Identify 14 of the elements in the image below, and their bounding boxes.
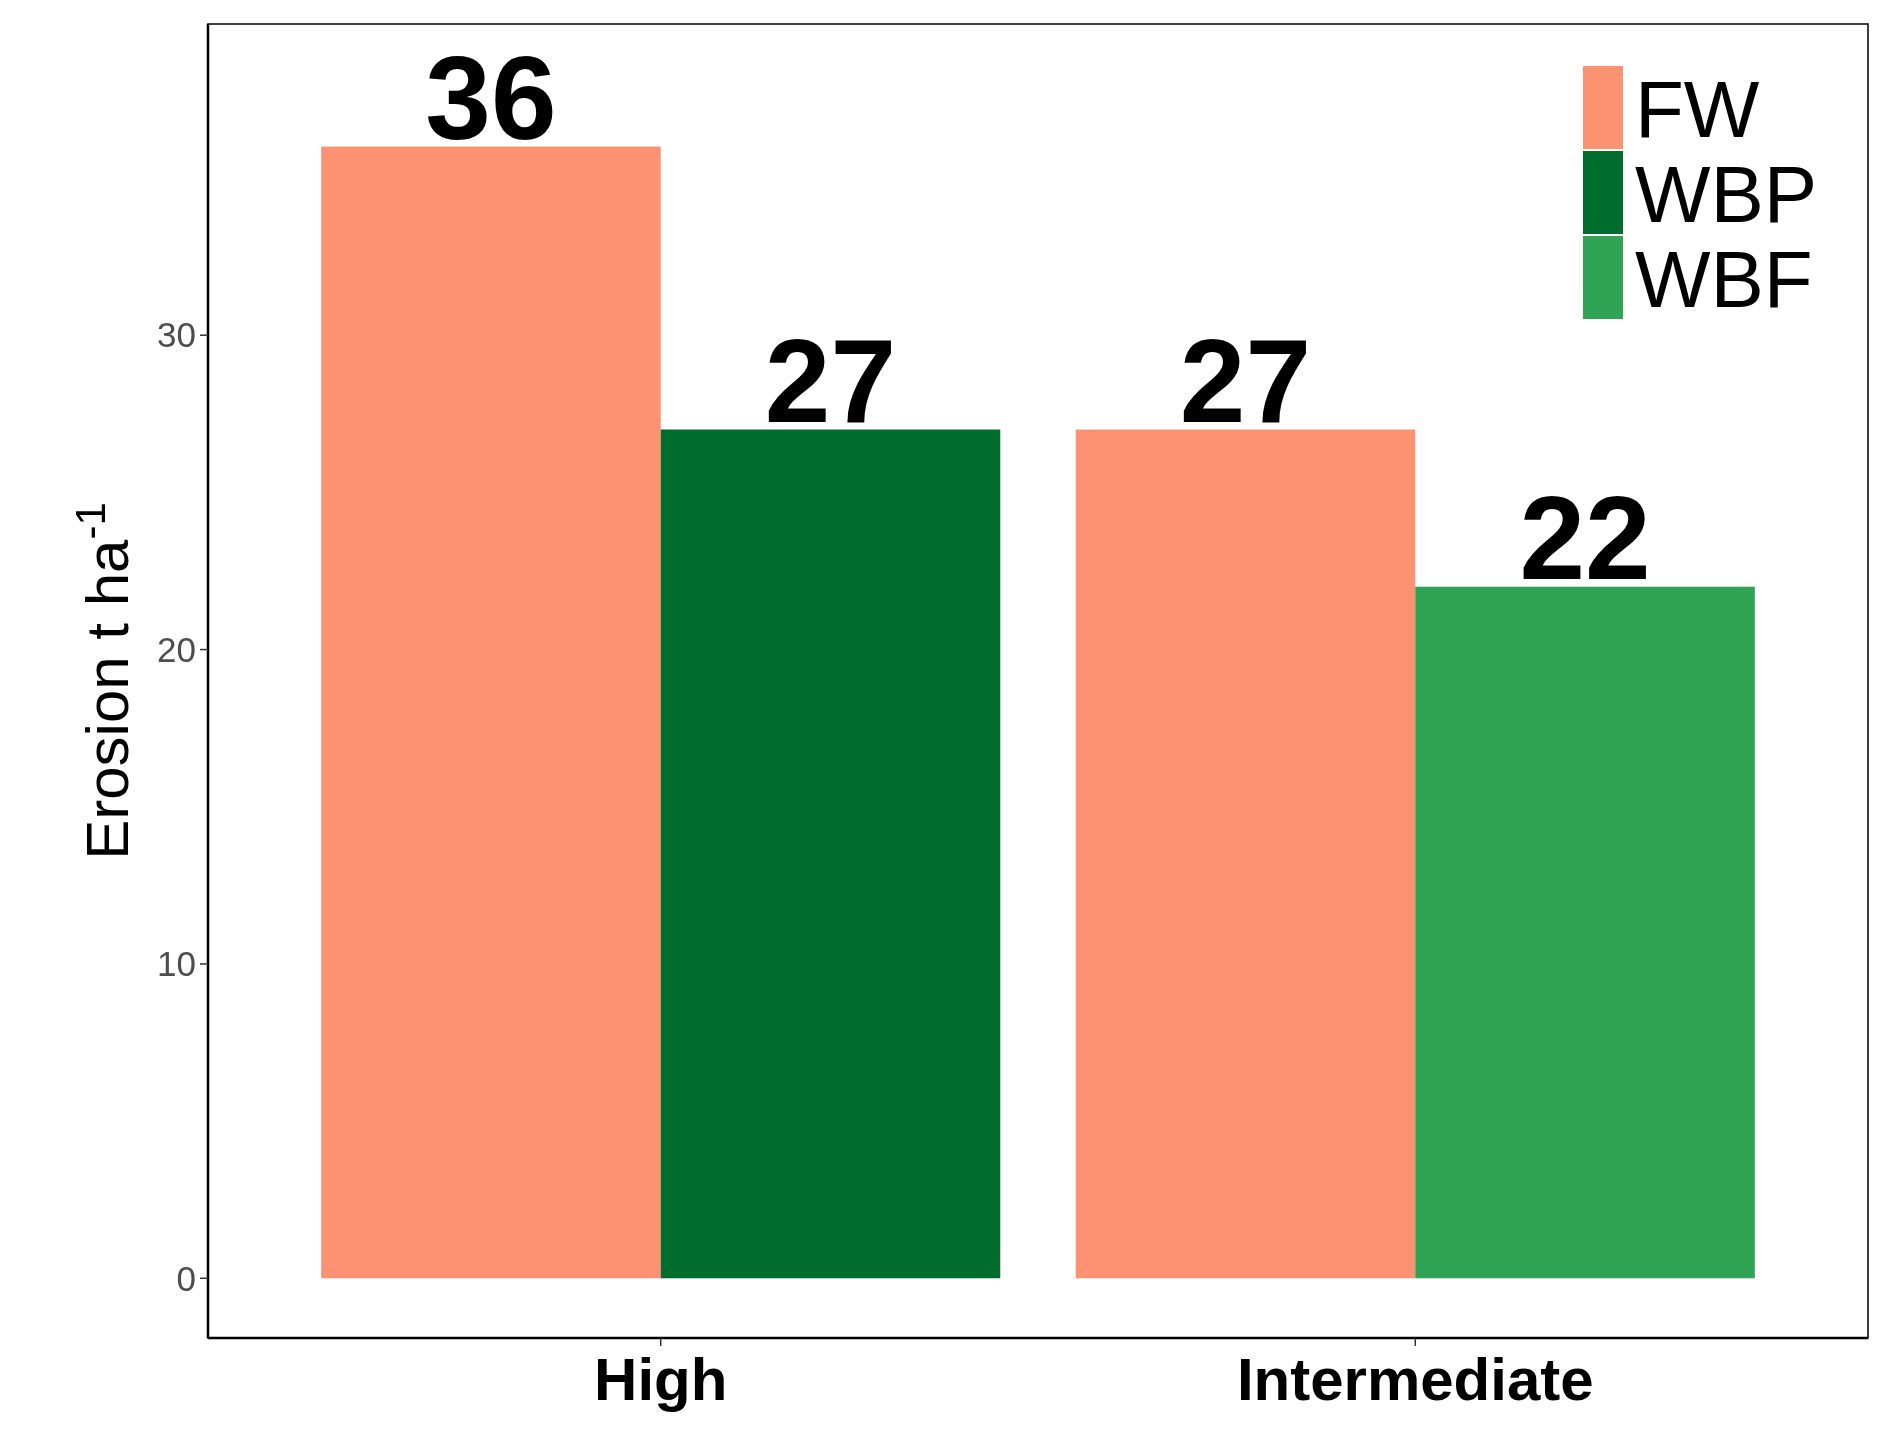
bar: [1075, 429, 1416, 1279]
data-label: 22: [1519, 471, 1651, 604]
x-tick-label: High: [594, 1346, 728, 1413]
bar: [660, 429, 1001, 1279]
y-tick-label: 10: [157, 944, 196, 984]
data-label: 27: [1179, 314, 1312, 447]
bar: [321, 146, 661, 1279]
y-tick-label: 0: [176, 1258, 196, 1298]
bar: [1415, 586, 1755, 1279]
data-label: 27: [764, 314, 897, 447]
y-tick-label: 20: [157, 629, 196, 669]
y-tick-label: 30: [157, 315, 196, 355]
data-label: 36: [425, 31, 557, 164]
x-tick-label: Intermediate: [1236, 1346, 1594, 1413]
